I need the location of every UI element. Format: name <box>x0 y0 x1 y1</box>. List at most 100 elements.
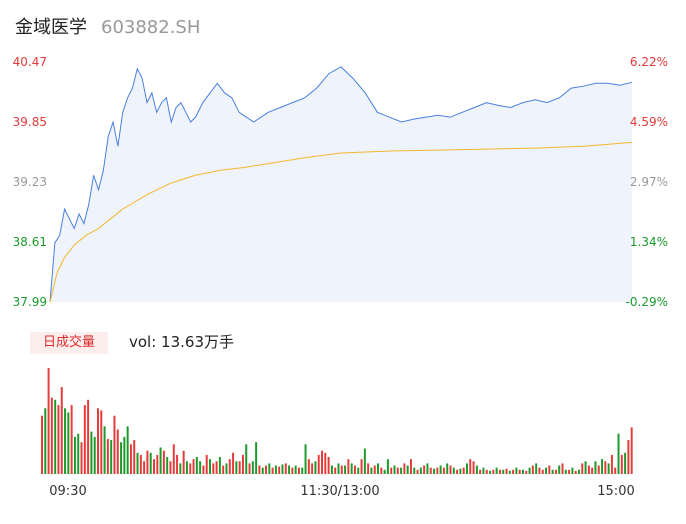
volume-bar <box>179 463 182 474</box>
volume-bar <box>281 464 284 474</box>
y-tick-pct-label: 1.34% <box>630 235 668 249</box>
volume-bar <box>189 463 192 474</box>
volume-bar <box>143 461 146 474</box>
volume-bar <box>268 463 271 474</box>
volume-bar <box>113 415 116 474</box>
volume-bar <box>248 463 251 474</box>
volume-bar <box>377 463 380 474</box>
volume-bar <box>353 465 356 474</box>
volume-bar <box>291 467 294 474</box>
volume-bar <box>215 461 218 474</box>
volume-bar <box>436 467 439 474</box>
volume-bar <box>620 454 623 474</box>
x-tick-label: 09:30 <box>49 484 86 499</box>
volume-bar <box>601 459 604 474</box>
volume-bar <box>584 461 587 474</box>
volume-bar <box>294 465 297 474</box>
volume-bar <box>44 408 47 474</box>
volume-bar <box>271 467 274 474</box>
volume-bar <box>502 469 505 474</box>
volume-bar <box>159 447 162 474</box>
volume-bar <box>419 467 422 474</box>
volume-bar <box>54 399 57 474</box>
volume-bar <box>195 457 198 474</box>
volume-bar <box>518 469 521 474</box>
volume-bar <box>475 465 478 474</box>
volume-bar <box>597 465 600 474</box>
volume-bar <box>182 450 185 474</box>
volume-bar <box>485 469 488 474</box>
volume-bar <box>136 452 139 474</box>
avg-price-line <box>49 141 633 303</box>
volume-bar <box>413 467 416 474</box>
volume-bar <box>396 467 399 474</box>
volume-bar <box>564 469 567 474</box>
volume-bar <box>459 468 462 474</box>
y-tick-pct-label: 6.22% <box>630 55 668 69</box>
x-tick-label: 15:00 <box>597 484 634 499</box>
volume-bar <box>245 444 248 474</box>
y-tick-pct-label: 2.97% <box>630 175 668 189</box>
volume-bar <box>321 450 324 474</box>
volume-bar <box>153 459 155 474</box>
volume-bar <box>594 461 597 474</box>
volume-bar <box>238 461 241 474</box>
volume-bar <box>73 436 76 474</box>
volume-bar <box>574 470 577 474</box>
volume-tab[interactable]: 日成交量 <box>30 332 108 354</box>
volume-bar <box>591 467 594 474</box>
volume-bar <box>212 463 215 474</box>
volume-bar <box>116 429 119 474</box>
volume-bar <box>409 459 412 474</box>
volume-bar <box>199 461 202 474</box>
volume-bar <box>538 467 541 474</box>
volume-bar <box>545 467 548 474</box>
volume-bar <box>70 405 73 474</box>
volume-bar <box>265 465 267 474</box>
volume-bar <box>123 436 126 474</box>
volume-bar <box>304 444 307 474</box>
volume-bar <box>110 440 113 474</box>
volume-bar <box>367 463 370 474</box>
volume-bar <box>297 467 300 474</box>
stock-name: 金域医学 <box>15 17 87 38</box>
volume-bar <box>433 468 436 474</box>
volume-bar <box>357 467 360 474</box>
volume-bar <box>630 427 633 474</box>
volume-bar <box>192 459 195 474</box>
volume-bar <box>241 454 244 474</box>
volume-bar <box>548 465 551 474</box>
volume-bar <box>535 463 538 474</box>
volume-bar <box>363 448 366 474</box>
volume-bar <box>80 442 83 474</box>
volume-bar <box>317 454 320 474</box>
volume-bar <box>627 440 630 474</box>
volume-bar <box>344 465 347 474</box>
price-line <box>49 66 633 303</box>
volume-bar <box>106 439 109 474</box>
volume-bar <box>288 465 291 474</box>
volume-bar <box>571 467 574 474</box>
volume-bar <box>360 459 363 474</box>
volume-bar <box>330 465 333 474</box>
volume-bar <box>232 452 235 474</box>
x-tick-label: 11:30/13:00 <box>300 484 379 499</box>
volume-bar <box>383 469 386 474</box>
volume-bar <box>505 468 508 474</box>
volume-bar <box>176 454 179 474</box>
volume-bar <box>462 467 465 474</box>
volume-bar <box>554 469 557 474</box>
volume-bar <box>515 467 518 474</box>
volume-bar <box>139 454 142 474</box>
volume-bar <box>479 469 482 474</box>
volume-bar <box>228 459 231 474</box>
volume-bar <box>403 463 406 474</box>
volume-bar <box>624 452 627 474</box>
y-tick-pct-label: -0.29% <box>626 295 668 309</box>
volume-bar <box>528 467 531 474</box>
volume-bar <box>449 465 452 474</box>
volume-bar <box>57 405 60 474</box>
volume-bar <box>83 405 86 474</box>
volume-bar <box>472 461 475 474</box>
